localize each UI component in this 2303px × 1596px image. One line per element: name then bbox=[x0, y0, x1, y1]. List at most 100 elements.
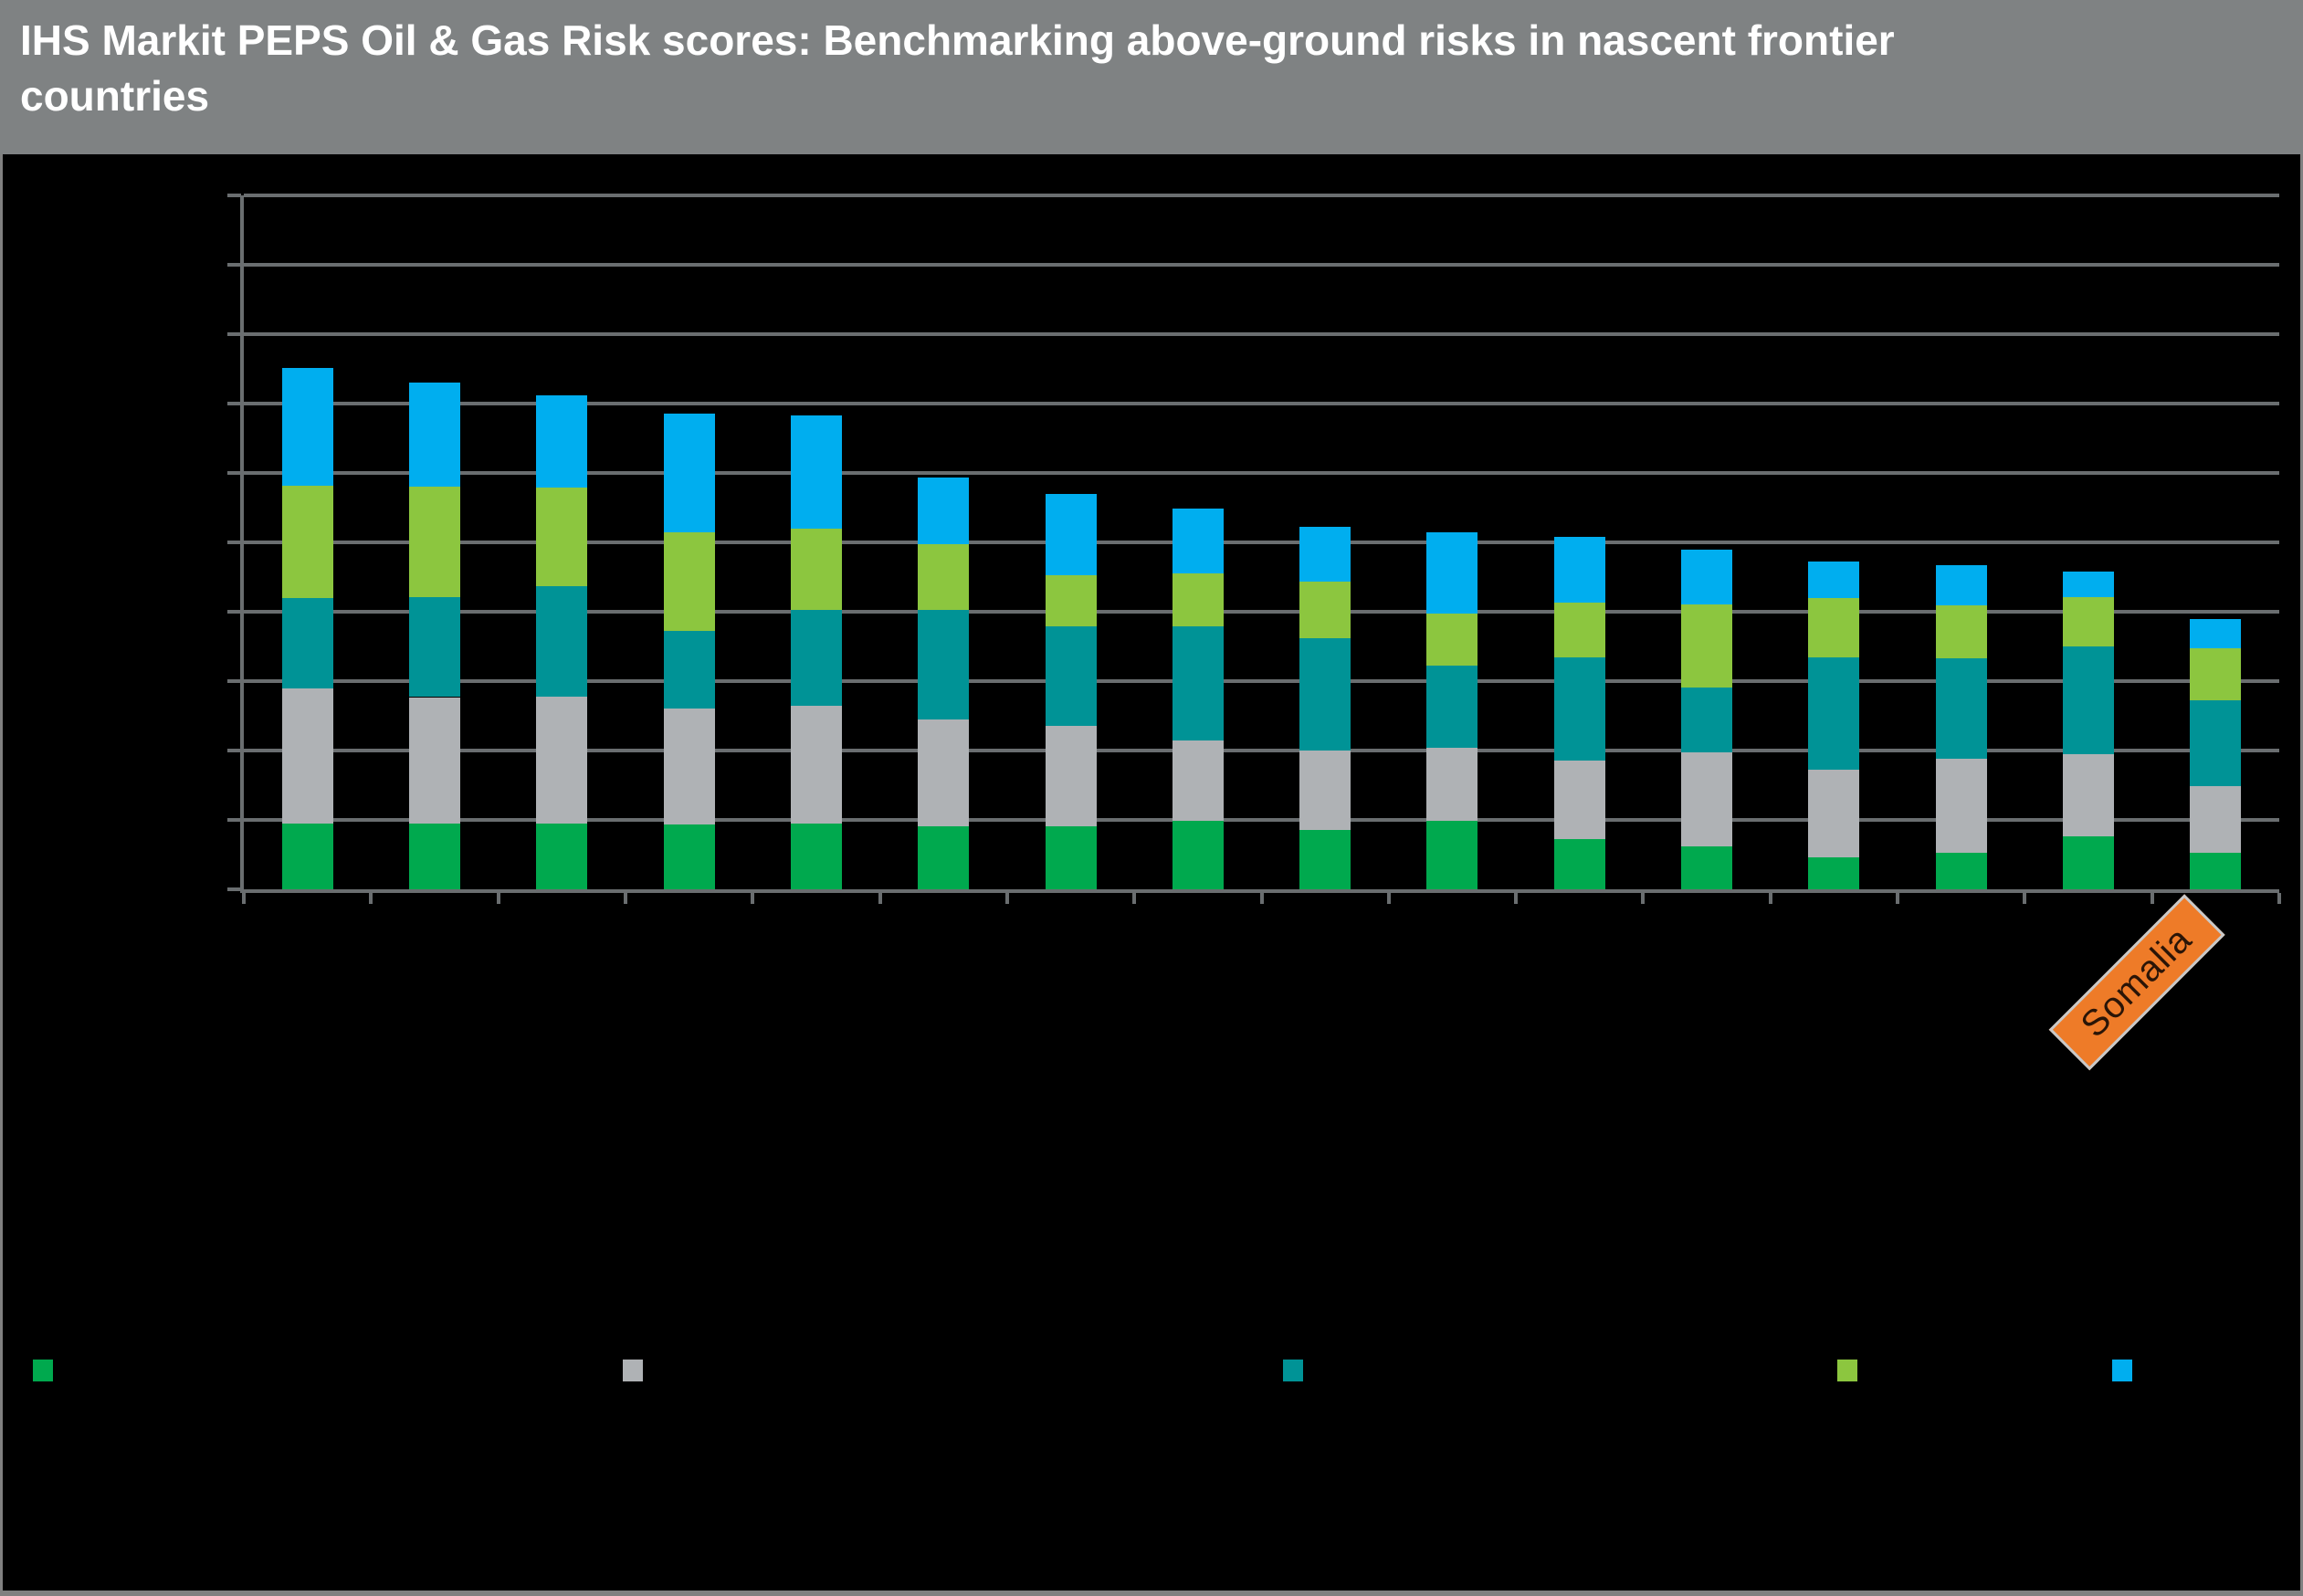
bar-segment-blue bbox=[1426, 531, 1478, 614]
y-axis-line bbox=[240, 195, 244, 893]
plot-area bbox=[227, 194, 2281, 904]
y-axis-tick bbox=[227, 471, 241, 475]
bar-segment-lime bbox=[1172, 573, 1224, 626]
x-axis-tick bbox=[1132, 893, 1137, 904]
bar-segment-lime bbox=[1553, 603, 1605, 658]
bar-segment-silver bbox=[536, 696, 588, 824]
legend-swatch-lime bbox=[1837, 1360, 1857, 1381]
slide-border-right bbox=[2300, 154, 2303, 1596]
gridline bbox=[244, 402, 2279, 405]
gridline bbox=[244, 263, 2279, 267]
bar-segment-green bbox=[1299, 830, 1351, 889]
bar-segment-lime bbox=[2190, 647, 2242, 700]
bar-segment-teal bbox=[1935, 657, 1987, 760]
y-axis-tick bbox=[227, 749, 241, 752]
bar-12 bbox=[1681, 549, 1733, 889]
x-axis-tick bbox=[623, 893, 627, 904]
gridline bbox=[244, 610, 2279, 614]
x-axis-tick bbox=[1641, 893, 1646, 904]
bar-7 bbox=[1045, 493, 1097, 889]
bar-segment-silver bbox=[1172, 740, 1224, 821]
bar-segment-blue bbox=[790, 415, 842, 529]
y-axis-tick bbox=[227, 402, 241, 405]
bar-segment-blue bbox=[663, 414, 715, 532]
bar-segment-silver bbox=[1426, 747, 1478, 821]
bar-segment-teal bbox=[408, 597, 460, 698]
bar-segment-silver bbox=[1935, 759, 1987, 854]
bar-segment-lime bbox=[1935, 605, 1987, 658]
bar-segment-lime bbox=[1045, 574, 1097, 626]
x-axis-tick bbox=[242, 893, 246, 904]
bar-3 bbox=[536, 394, 588, 889]
y-axis-tick bbox=[227, 887, 241, 891]
x-axis-tick bbox=[2277, 893, 2281, 904]
x-axis-tick bbox=[369, 893, 373, 904]
bar-segment-teal bbox=[2063, 646, 2115, 754]
bar-segment-green bbox=[918, 825, 970, 889]
x-axis-tick bbox=[2150, 893, 2154, 904]
bar-segment-blue bbox=[918, 477, 970, 544]
gridline bbox=[244, 471, 2279, 475]
bar-segment-teal bbox=[1553, 657, 1605, 761]
y-axis-tick bbox=[227, 818, 241, 822]
bar-segment-lime bbox=[918, 543, 970, 610]
bar-segment-silver bbox=[281, 688, 333, 824]
page-title-line2: countries bbox=[20, 71, 210, 120]
bar-segment-green bbox=[1935, 853, 1987, 889]
x-axis-tick bbox=[878, 893, 882, 904]
bar-segment-green bbox=[536, 823, 588, 889]
x-axis-tick bbox=[1768, 893, 1772, 904]
bar-segment-blue bbox=[2063, 571, 2115, 598]
bar-segment-green bbox=[1426, 820, 1478, 889]
x-axis-tick bbox=[1259, 893, 1264, 904]
bar-segment-blue bbox=[2190, 618, 2242, 648]
bar-segment-teal bbox=[1299, 637, 1351, 751]
bar-6 bbox=[918, 477, 970, 889]
bar-2 bbox=[408, 383, 460, 889]
bar-segment-silver bbox=[408, 697, 460, 824]
bar-segment-teal bbox=[536, 585, 588, 697]
bar-segment-lime bbox=[1299, 581, 1351, 638]
bar-segment-silver bbox=[1299, 751, 1351, 831]
gridline bbox=[244, 679, 2279, 683]
bar-segment-silver bbox=[2190, 785, 2242, 854]
bar-segment-blue bbox=[1935, 565, 1987, 606]
bar-segment-lime bbox=[1426, 614, 1478, 666]
bar-segment-green bbox=[1045, 825, 1097, 889]
x-axis-tick bbox=[1514, 893, 1519, 904]
y-axis-tick bbox=[227, 332, 241, 336]
bar-segment-blue bbox=[1808, 561, 1860, 598]
bar-8 bbox=[1172, 508, 1224, 889]
bar-segment-lime bbox=[408, 487, 460, 598]
x-axis-tick bbox=[751, 893, 755, 904]
bar-segment-blue bbox=[1553, 536, 1605, 604]
y-axis-tick bbox=[227, 610, 241, 614]
bar-segment-blue bbox=[1681, 549, 1733, 605]
bar-segment-green bbox=[1808, 857, 1860, 889]
bar-segment-blue bbox=[1172, 508, 1224, 574]
bar-14 bbox=[1935, 565, 1987, 889]
bar-segment-lime bbox=[536, 487, 588, 586]
x-axis-tick bbox=[496, 893, 500, 904]
bar-segment-green bbox=[1172, 820, 1224, 889]
bar-segment-blue bbox=[1045, 493, 1097, 575]
bar-9 bbox=[1299, 526, 1351, 889]
bar-segment-silver bbox=[1681, 752, 1733, 846]
bar-segment-green bbox=[663, 824, 715, 889]
bar-segment-teal bbox=[1808, 657, 1860, 771]
y-axis-tick bbox=[227, 541, 241, 544]
bar-segment-silver bbox=[2063, 753, 2115, 837]
bar-segment-silver bbox=[1553, 760, 1605, 840]
bar-segment-lime bbox=[1808, 597, 1860, 658]
bar-segment-lime bbox=[790, 528, 842, 610]
bar-segment-green bbox=[408, 823, 460, 889]
legend-swatch-blue bbox=[2112, 1360, 2132, 1381]
gridline bbox=[244, 332, 2279, 336]
bar-segment-lime bbox=[281, 485, 333, 598]
bar-segment-teal bbox=[663, 631, 715, 709]
bar-segment-teal bbox=[1172, 625, 1224, 740]
x-axis-tick bbox=[1386, 893, 1391, 904]
bar-somalia bbox=[2190, 618, 2242, 889]
bar-segment-teal bbox=[1045, 625, 1097, 727]
